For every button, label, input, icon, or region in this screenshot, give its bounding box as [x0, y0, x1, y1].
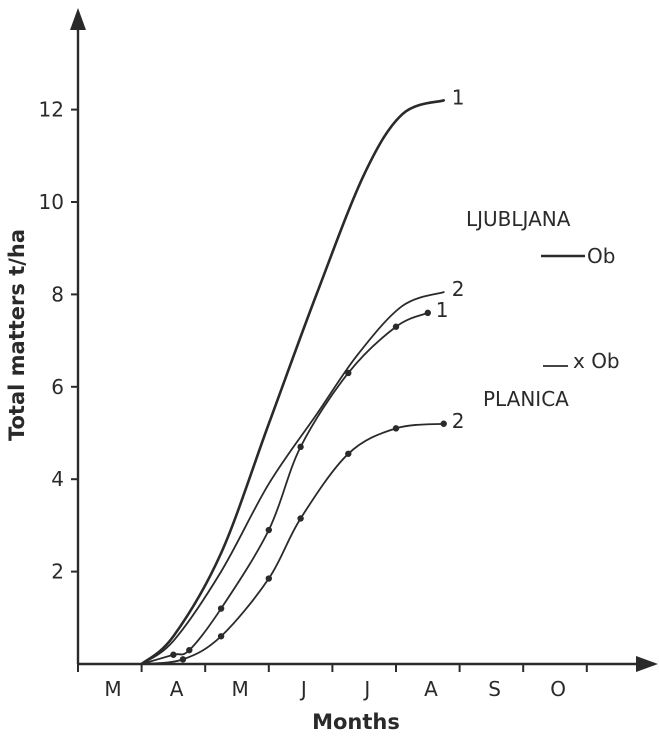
x-tick-label: S	[488, 677, 501, 701]
y-tick-label: 10	[39, 190, 64, 214]
x-tick-label: A	[170, 677, 184, 701]
planica-ob-label: x Ob	[573, 349, 620, 373]
x-tick-label: O	[550, 677, 566, 701]
series-end-label: 1	[452, 85, 465, 109]
y-tick-label: 2	[51, 560, 64, 584]
y-ticks: 2 4 6 8 10 12	[39, 98, 78, 584]
series-line-ljubljana-2	[140, 291, 445, 665]
data-point	[179, 656, 187, 663]
data-point	[345, 450, 352, 457]
y-tick-label: 8	[51, 282, 64, 306]
data-point	[265, 575, 272, 582]
series-line-planica-1	[140, 311, 429, 665]
data-point	[424, 309, 431, 317]
x-tick-label: J	[362, 677, 370, 701]
x-axis	[78, 656, 658, 672]
x-tick-label: A	[424, 677, 438, 701]
data-point	[297, 515, 304, 522]
data-point	[297, 443, 304, 451]
series-end-label: 1	[436, 298, 449, 322]
y-axis-arrow	[70, 8, 86, 30]
series-line-ljubljana-1	[140, 99, 445, 666]
x-tick-label: M	[104, 677, 121, 701]
data-point	[392, 425, 400, 432]
y-tick-label: 4	[51, 467, 64, 491]
planica-label: PLANICA	[483, 387, 569, 411]
data-point	[217, 633, 225, 640]
x-tick-label: J	[299, 677, 307, 701]
y-axis	[70, 8, 86, 664]
y-tick-label: 12	[39, 98, 64, 122]
legend-annotations: LJUBLJANA Ob x Ob PLANICA	[466, 207, 620, 411]
data-point	[440, 420, 447, 427]
data-point	[170, 651, 177, 658]
data-point	[392, 323, 400, 330]
ljubljana-ob-label: Ob	[587, 244, 615, 268]
data-point	[345, 369, 352, 377]
series-end-label: 2	[452, 277, 465, 301]
y-tick-label: 6	[51, 375, 64, 399]
y-axis-title: Total matters t/ha	[5, 229, 29, 441]
data-point	[186, 646, 193, 654]
ljubljana-label: LJUBLJANA	[466, 207, 571, 231]
data-point	[217, 605, 225, 612]
data-point	[265, 526, 272, 534]
x-axis-title: Months	[312, 710, 400, 734]
series-end-label: 2	[452, 409, 465, 433]
x-tick-label: M	[232, 677, 249, 701]
series-line-planica-2	[140, 422, 445, 665]
x-axis-arrow	[636, 656, 658, 672]
